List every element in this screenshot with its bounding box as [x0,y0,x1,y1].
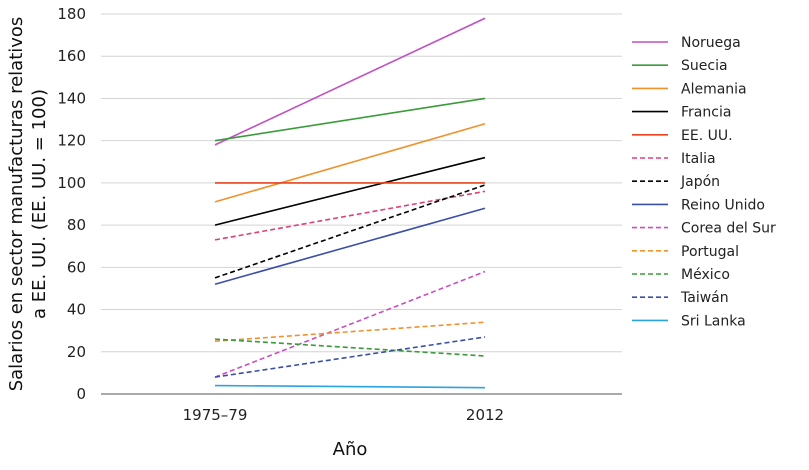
y-tick-label: 80 [67,216,86,234]
y-tick-label: 40 [67,301,86,319]
series-lines [214,17,486,389]
series-line-noruega [214,17,486,146]
gridlines [101,13,622,395]
series-line-sri-lanka [214,384,486,389]
y-axis-title-line1: Salarios en sector manufacturas relativo… [6,17,27,392]
y-tick-label: 60 [67,258,86,276]
y-tick-label: 180 [57,5,86,23]
y-tick-label: 0 [76,385,86,403]
x-tick-label: 2012 [466,406,504,424]
legend-label-taiwan: Taiwán [680,290,729,306]
legend-label-sri-lanka: Sri Lanka [681,313,746,329]
series-line-italia [214,190,486,241]
legend: Noruega Suecia Alemania Francia EE. UU. Itali… [632,35,776,329]
legend-label-suecia: Suecia [681,58,728,74]
series-line-francia [214,156,486,226]
y-axis-ticks: 0 20 40 60 80 100 120 140 160 180 [57,5,86,403]
legend-label-alemania: Alemania [681,81,747,97]
x-axis-ticks: 1975–79 2012 [183,406,504,424]
y-tick-label: 160 [57,47,86,65]
legend-label-ee-uu: EE. UU. [681,128,733,144]
legend-label-italia: Italia [681,151,716,167]
series-line-alemania [214,123,486,203]
series-line-portugal [214,321,486,343]
legend-label-portugal: Portugal [681,244,739,260]
legend-label-reino-unido: Reino Unido [681,197,765,213]
legend-label-corea-del-sur: Corea del Sur [681,221,776,237]
legend-label-japon: Japón [680,174,720,190]
series-line-japon [214,184,486,279]
legend-label-mexico: México [681,267,730,283]
y-tick-label: 120 [57,132,86,150]
y-tick-label: 100 [57,174,86,192]
y-axis-title-line2: a EE. UU. (EE. UU. = 100) [29,89,50,319]
series-line-suecia [214,97,486,142]
x-axis-title: Año [333,439,368,460]
series-line-taiwan [214,336,486,378]
series-line-mexico [214,338,486,357]
series-line-corea-del-sur [214,270,486,378]
x-tick-label: 1975–79 [183,406,248,424]
series-line-reino-unido [214,207,486,285]
legend-label-noruega: Noruega [681,35,741,51]
y-tick-label: 20 [67,343,86,361]
y-tick-label: 140 [57,89,86,107]
legend-label-francia: Francia [681,105,731,121]
